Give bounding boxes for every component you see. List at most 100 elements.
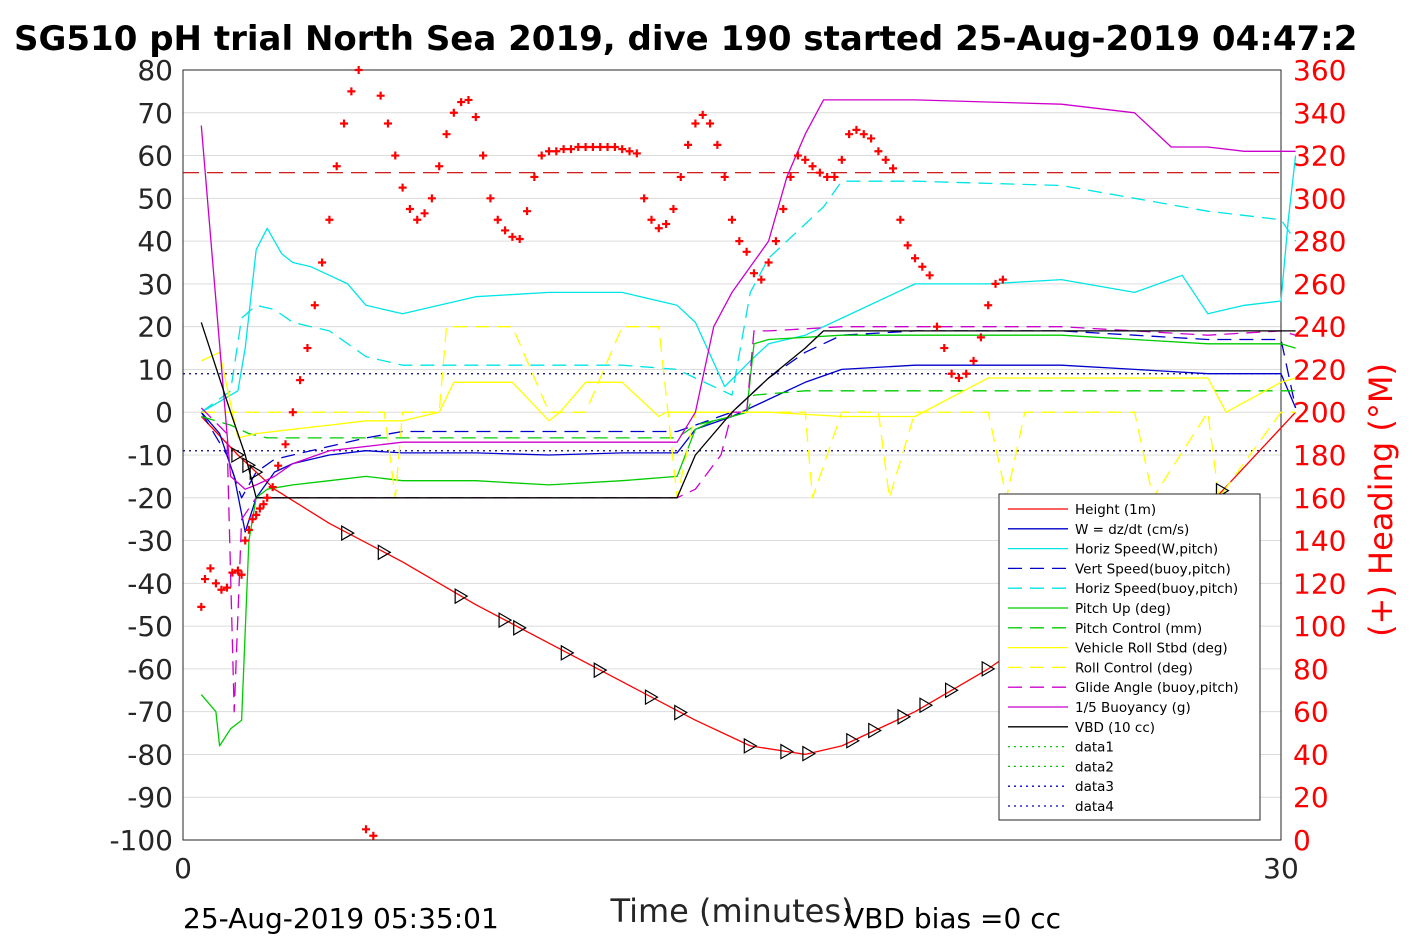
heading-point bbox=[413, 215, 422, 224]
legend-label: Height (1m) bbox=[1075, 502, 1156, 518]
left-tick-label: -40 bbox=[127, 567, 173, 600]
heading-point bbox=[669, 205, 678, 214]
x-axis: 0 30 bbox=[174, 852, 1299, 885]
left-tick-label: 40 bbox=[137, 225, 173, 258]
heading-point bbox=[442, 130, 451, 139]
footer-timestamp: 25-Aug-2019 05:35:01 bbox=[183, 902, 499, 935]
heading-point bbox=[947, 369, 956, 378]
depth-marker bbox=[560, 644, 575, 661]
heading-point bbox=[823, 172, 832, 181]
heading-point bbox=[537, 151, 546, 160]
depth-marker bbox=[743, 737, 758, 754]
heading-point bbox=[268, 483, 277, 492]
heading-point bbox=[771, 237, 780, 246]
heading-point bbox=[962, 369, 971, 378]
heading-point bbox=[596, 143, 605, 151]
series-line bbox=[200, 99, 1296, 490]
plot-area bbox=[182, 69, 1282, 841]
left-tick-label: 50 bbox=[137, 182, 173, 215]
legend-label: 1/5 Buoyancy (g) bbox=[1075, 700, 1191, 716]
heading-point bbox=[574, 143, 583, 151]
depth-marker bbox=[498, 612, 513, 629]
legend-label: W = dz/dt (cm/s) bbox=[1075, 522, 1189, 538]
legend-label: data1 bbox=[1075, 740, 1114, 756]
heading-point bbox=[610, 143, 619, 151]
heading-point bbox=[625, 147, 634, 156]
right-tick-label: 80 bbox=[1293, 653, 1329, 686]
heading-point bbox=[757, 275, 766, 284]
series-line bbox=[201, 390, 1296, 439]
series-line bbox=[200, 155, 1297, 413]
heading-point bbox=[217, 585, 226, 594]
right-tick-label: 300 bbox=[1293, 182, 1346, 215]
heading-point bbox=[706, 119, 715, 128]
legend-label: data4 bbox=[1075, 799, 1114, 815]
chart-title: SG510 pH trial North Sea 2019, dive 190 … bbox=[14, 19, 1357, 59]
legend-label: Horiz Speed(W,pitch) bbox=[1075, 542, 1218, 558]
right-tick-label: 220 bbox=[1293, 353, 1346, 386]
heading-point bbox=[479, 151, 488, 160]
series-line bbox=[201, 351, 1296, 439]
left-tick-label: -60 bbox=[127, 653, 173, 686]
heading-point bbox=[222, 583, 231, 592]
heading-point bbox=[588, 143, 597, 151]
right-tick-label: 240 bbox=[1293, 311, 1346, 344]
heading-point bbox=[347, 87, 356, 96]
legend-label: data2 bbox=[1075, 759, 1114, 775]
heading-point bbox=[281, 440, 290, 449]
heading-point bbox=[206, 564, 215, 573]
legend-label: Roll Control (deg) bbox=[1075, 660, 1193, 676]
heading-point bbox=[691, 119, 700, 128]
left-y-axis: -100-90-80-70-60-50-40-30-20-10010203040… bbox=[109, 54, 173, 857]
heading-point bbox=[405, 205, 414, 214]
right-y-axis-label: (+) Heading (°M) bbox=[1362, 363, 1400, 637]
right-tick-label: 360 bbox=[1293, 54, 1346, 87]
heading-point bbox=[263, 493, 272, 502]
footer-vbd-bias: VBD bias =0 cc bbox=[845, 902, 1061, 935]
heading-point bbox=[362, 825, 370, 834]
right-tick-label: 340 bbox=[1293, 97, 1346, 130]
heading-point bbox=[274, 461, 283, 470]
right-tick-label: 20 bbox=[1293, 781, 1329, 814]
heading-point bbox=[200, 575, 209, 584]
heading-point bbox=[369, 831, 378, 840]
heading-point bbox=[310, 301, 319, 310]
heading-point bbox=[211, 579, 220, 588]
depth-marker bbox=[780, 743, 795, 760]
depth-marker bbox=[454, 588, 469, 605]
depth-marker bbox=[802, 745, 817, 762]
left-tick-label: -100 bbox=[109, 824, 173, 857]
heading-point bbox=[244, 525, 253, 534]
heading-point bbox=[903, 241, 912, 250]
heading-point bbox=[318, 258, 327, 267]
left-tick-label: 20 bbox=[137, 311, 173, 344]
right-tick-label: 160 bbox=[1293, 482, 1346, 515]
heading-point bbox=[420, 209, 429, 218]
legend-label: Pitch Up (deg) bbox=[1075, 601, 1171, 617]
heading-point bbox=[486, 194, 495, 203]
right-tick-label: 140 bbox=[1293, 525, 1346, 558]
heading-point bbox=[471, 113, 480, 122]
heading-point bbox=[530, 172, 539, 181]
heading-point bbox=[932, 322, 941, 331]
depth-marker bbox=[249, 464, 264, 481]
heading-point bbox=[303, 344, 312, 353]
heading-point bbox=[874, 147, 883, 156]
heading-point bbox=[581, 143, 590, 151]
heading-point bbox=[647, 215, 656, 224]
heading-point bbox=[911, 254, 919, 263]
heading-point bbox=[354, 66, 363, 74]
heading-point bbox=[383, 119, 392, 128]
left-tick-label: 60 bbox=[137, 140, 173, 173]
heading-point bbox=[325, 215, 334, 224]
series-line bbox=[200, 330, 1297, 499]
heading-point bbox=[998, 275, 1007, 284]
x-axis-label: Time (minutes) bbox=[610, 892, 854, 930]
heading-point bbox=[852, 125, 861, 134]
left-tick-label: 80 bbox=[137, 54, 173, 87]
legend-label: Glide Angle (buoy,pitch) bbox=[1075, 680, 1239, 696]
depth-marker bbox=[341, 525, 355, 542]
heading-point bbox=[233, 566, 242, 575]
series-line bbox=[200, 180, 1297, 413]
heading-point bbox=[228, 568, 237, 577]
